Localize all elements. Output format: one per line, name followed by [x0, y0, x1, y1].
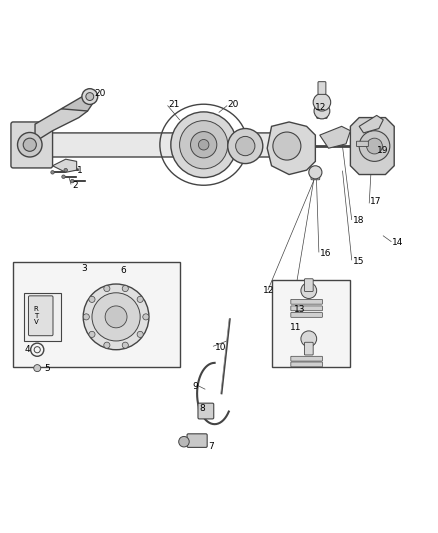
Circle shape [34, 365, 41, 372]
Circle shape [62, 175, 65, 179]
Circle shape [359, 131, 390, 161]
Circle shape [137, 296, 143, 302]
Circle shape [171, 112, 237, 177]
Text: 15: 15 [353, 257, 364, 266]
FancyBboxPatch shape [357, 141, 368, 147]
Text: 20: 20 [94, 89, 106, 98]
Circle shape [104, 342, 110, 348]
Polygon shape [267, 122, 315, 174]
Circle shape [273, 132, 301, 160]
Bar [272, 280, 350, 367]
FancyBboxPatch shape [28, 296, 53, 336]
FancyBboxPatch shape [291, 300, 322, 304]
Circle shape [314, 103, 330, 119]
FancyBboxPatch shape [11, 122, 53, 168]
Text: 6: 6 [120, 266, 126, 276]
FancyBboxPatch shape [198, 403, 214, 419]
Circle shape [180, 120, 228, 169]
FancyBboxPatch shape [291, 356, 322, 361]
Polygon shape [53, 159, 77, 172]
Circle shape [86, 93, 94, 101]
Circle shape [309, 166, 322, 179]
Text: 20: 20 [228, 100, 239, 109]
Text: R
T
V: R T V [34, 306, 38, 326]
Circle shape [301, 282, 317, 298]
Text: 13: 13 [293, 305, 305, 314]
Circle shape [89, 332, 95, 337]
FancyBboxPatch shape [291, 312, 322, 317]
FancyBboxPatch shape [291, 306, 322, 311]
Circle shape [83, 314, 89, 320]
Text: 10: 10 [215, 343, 226, 352]
Circle shape [18, 133, 42, 157]
Circle shape [71, 179, 74, 183]
Polygon shape [350, 118, 394, 174]
Text: 11: 11 [290, 324, 301, 332]
FancyBboxPatch shape [304, 279, 313, 292]
Bar [13, 262, 180, 367]
Circle shape [82, 88, 98, 104]
Circle shape [313, 93, 331, 111]
Polygon shape [359, 115, 383, 133]
Circle shape [236, 136, 255, 156]
Circle shape [122, 342, 128, 348]
Circle shape [367, 138, 382, 154]
Circle shape [137, 332, 143, 337]
Text: 21: 21 [169, 100, 180, 109]
Circle shape [23, 138, 36, 151]
Text: 12: 12 [315, 103, 327, 112]
Circle shape [51, 171, 54, 174]
Circle shape [143, 314, 149, 320]
Text: 8: 8 [199, 405, 205, 414]
Circle shape [228, 128, 263, 164]
Text: 18: 18 [353, 216, 364, 225]
Polygon shape [35, 104, 88, 142]
Polygon shape [61, 93, 96, 111]
Text: 1: 1 [77, 166, 82, 175]
Circle shape [179, 437, 189, 447]
Text: 14: 14 [392, 238, 403, 247]
Circle shape [191, 132, 217, 158]
FancyBboxPatch shape [317, 103, 327, 118]
Text: 17: 17 [370, 197, 381, 206]
Text: 4: 4 [24, 345, 30, 354]
Text: 16: 16 [320, 249, 331, 258]
Circle shape [122, 286, 128, 292]
Circle shape [89, 296, 95, 302]
FancyBboxPatch shape [33, 133, 283, 157]
Text: 9: 9 [193, 383, 198, 391]
Text: 5: 5 [44, 364, 49, 373]
Text: 19: 19 [377, 146, 388, 155]
Text: 2: 2 [72, 181, 78, 190]
Circle shape [198, 140, 209, 150]
Circle shape [92, 293, 140, 341]
FancyBboxPatch shape [318, 82, 326, 94]
Text: 7: 7 [208, 442, 214, 451]
Circle shape [104, 286, 110, 292]
Circle shape [301, 331, 317, 346]
FancyBboxPatch shape [304, 342, 313, 355]
Circle shape [64, 168, 67, 172]
Text: 3: 3 [81, 264, 87, 273]
Circle shape [105, 306, 127, 328]
FancyBboxPatch shape [311, 167, 320, 180]
Polygon shape [320, 126, 350, 148]
FancyBboxPatch shape [187, 434, 207, 447]
Bar [24, 293, 61, 341]
Circle shape [83, 284, 149, 350]
FancyBboxPatch shape [291, 362, 322, 367]
Text: 12: 12 [263, 286, 274, 295]
